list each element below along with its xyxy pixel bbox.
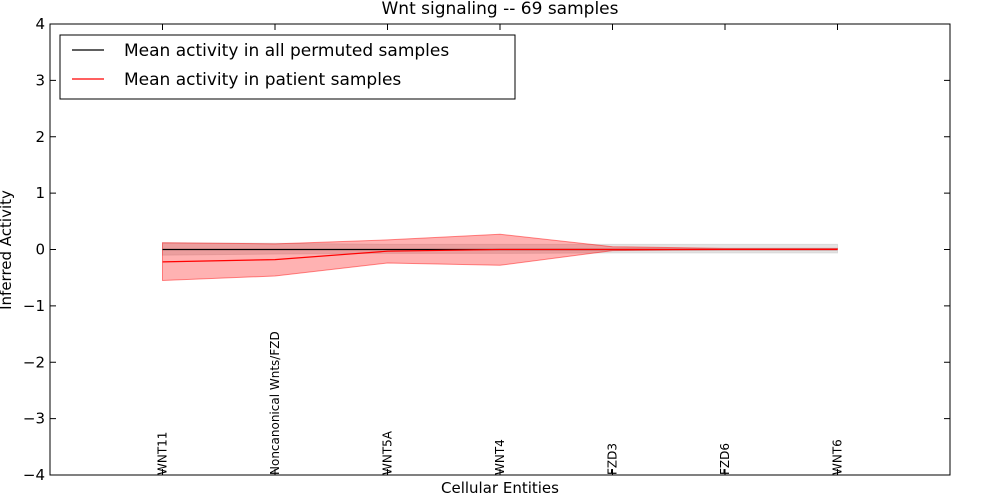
y-tick-label: 3 (35, 71, 45, 89)
legend-label: Mean activity in patient samples (124, 70, 401, 90)
x-category-label: Noncanonical Wnts/FZD (268, 331, 282, 475)
bands-layer (162, 233, 838, 282)
y-tick-label: −2 (23, 353, 45, 371)
lines-layer (162, 248, 838, 263)
x-category-label: FZD3 (606, 443, 620, 475)
x-category-label: WNT6 (831, 439, 845, 475)
y-tick-label: −3 (23, 410, 45, 428)
band-patient (162, 233, 838, 282)
x-category-label: WNT4 (493, 439, 507, 475)
legend: Mean activity in all permuted samples Mea… (59, 34, 516, 100)
series-line-patient (162, 248, 838, 263)
x-axis: WNT11 Noncanonical Wnts/FZD WNT5A WNT4 FZD3 F… (156, 24, 845, 475)
y-tick-label: 1 (35, 184, 45, 202)
y-axis: 4 3 2 1 0 −1 −2 −3 −4 (23, 15, 950, 484)
legend-box (59, 34, 516, 100)
legend-label: Mean activity in all permuted samples (124, 41, 449, 61)
y-tick-label: −1 (23, 297, 45, 315)
x-category-label: WNT11 (156, 432, 170, 475)
chart-title: Wnt signaling -- 69 samples (381, 0, 618, 19)
y-tick-label: −4 (23, 466, 45, 484)
y-tick-label: 2 (35, 128, 45, 146)
y-axis-label: Inferred Activity (0, 190, 15, 310)
y-tick-label: 0 (35, 241, 45, 259)
y-tick-label: 4 (35, 15, 45, 33)
x-category-label: WNT5A (381, 430, 395, 475)
x-axis-label: Cellular Entities (441, 479, 559, 497)
x-category-label: FZD6 (718, 443, 732, 475)
